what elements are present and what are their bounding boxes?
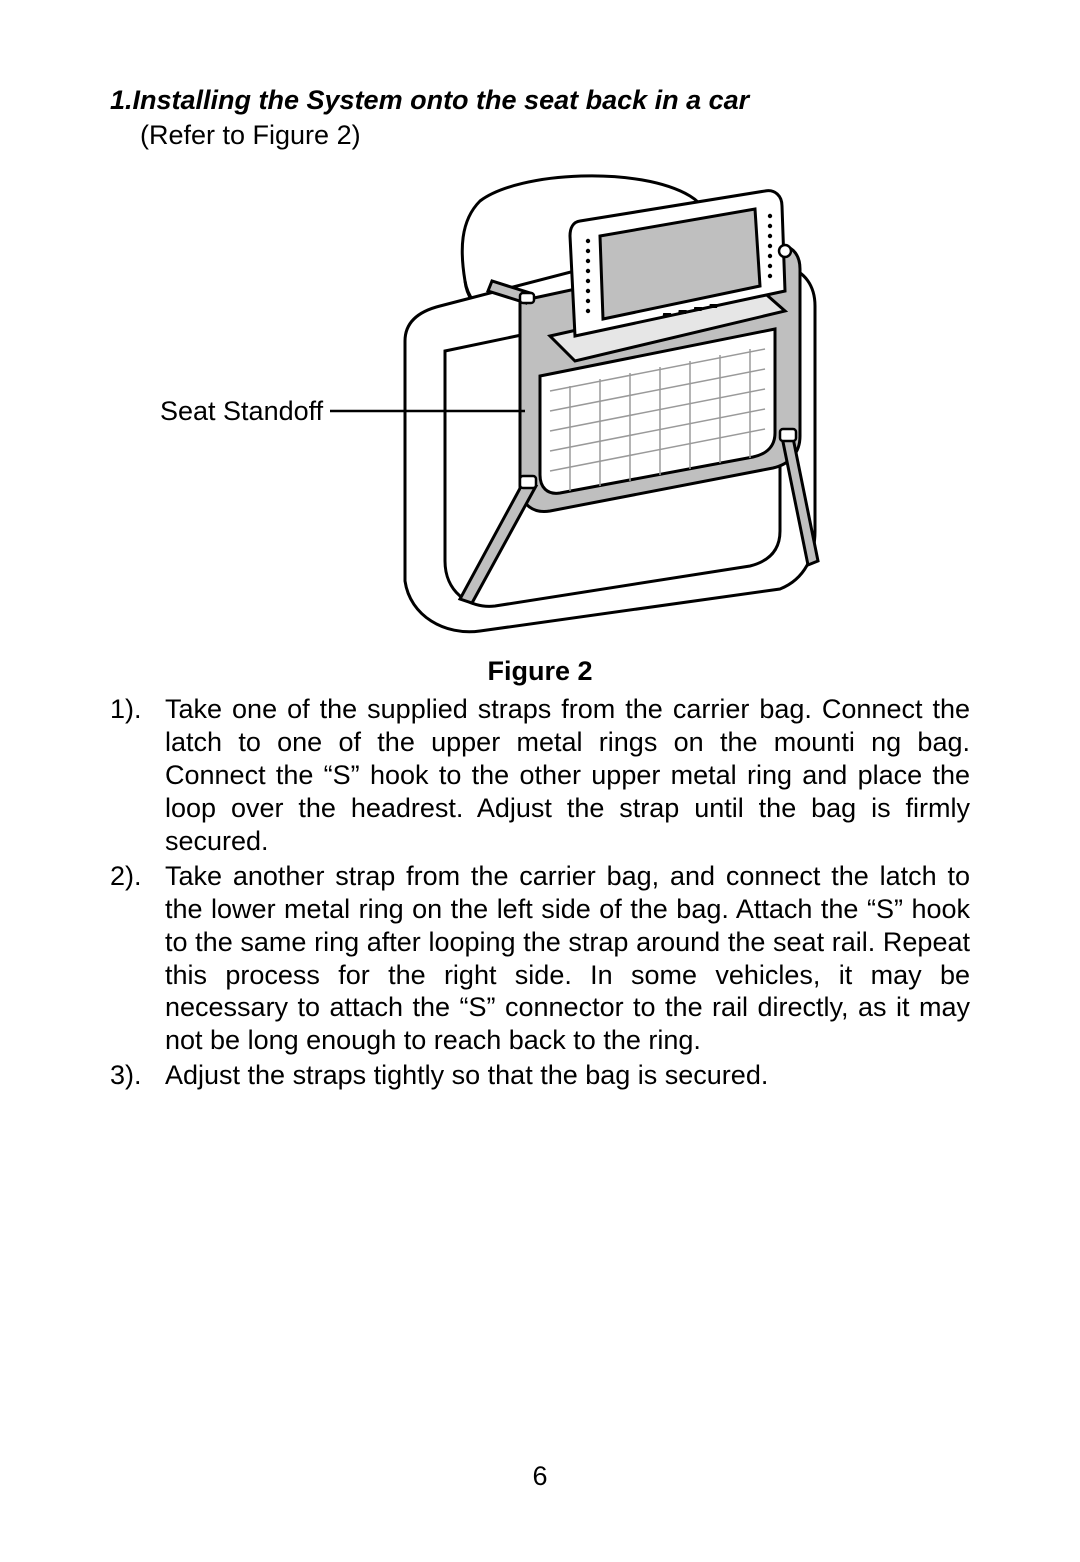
page: 1.Installing the System onto the seat ba… [0, 0, 1080, 1562]
step-text: Take another strap from the carrier bag,… [165, 860, 970, 1058]
section-title: 1.Installing the System onto the seat ba… [110, 85, 970, 116]
section-subtitle: (Refer to Figure 2) [140, 120, 970, 151]
step-text: Adjust the straps tightly so that the ba… [165, 1059, 970, 1092]
step-number: 1). [110, 693, 165, 858]
seat-standoff-label: Seat Standoff [160, 396, 323, 427]
step-number: 2). [110, 860, 165, 1058]
figure-caption: Figure 2 [110, 656, 970, 687]
instruction-list: 1). Take one of the supplied straps from… [110, 693, 970, 1092]
list-item: 1). Take one of the supplied straps from… [110, 693, 970, 858]
figure-2: Seat Standoff [110, 161, 970, 646]
page-number: 6 [0, 1461, 1080, 1492]
step-text: Take one of the supplied straps from the… [165, 693, 970, 858]
list-item: 2). Take another strap from the carrier … [110, 860, 970, 1058]
step-number: 3). [110, 1059, 165, 1092]
list-item: 3). Adjust the straps tightly so that th… [110, 1059, 970, 1092]
